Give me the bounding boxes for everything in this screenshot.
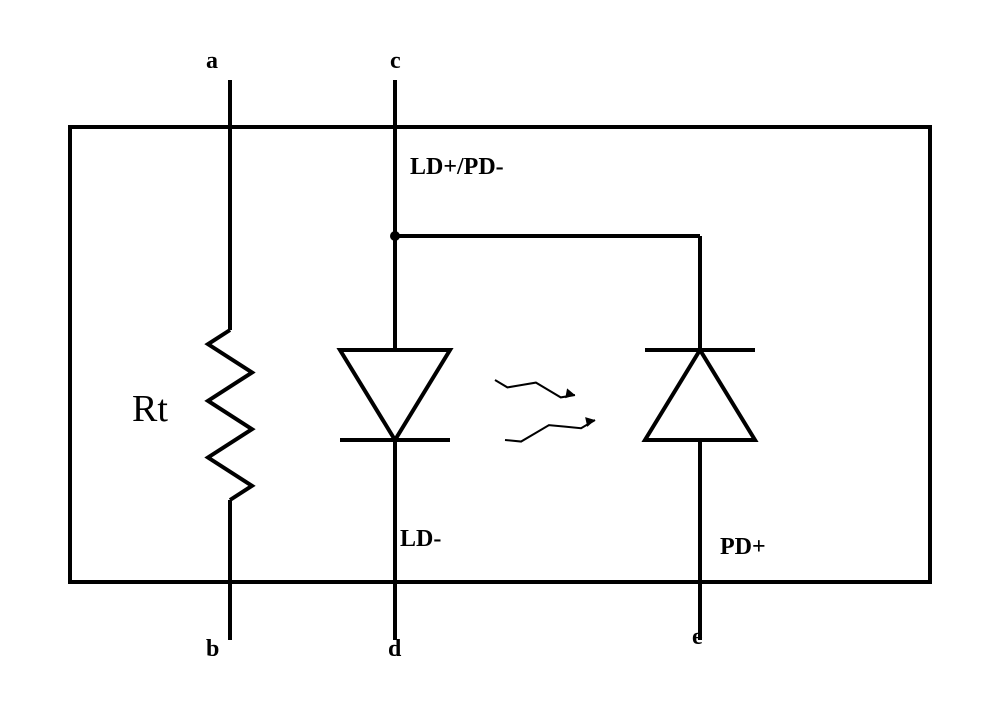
pd-plus-label: PD+ <box>720 534 766 561</box>
ld-minus-label: LD- <box>400 526 441 553</box>
circuit-diagram <box>0 0 1000 708</box>
light-arrow-2-icon <box>505 420 595 442</box>
enclosure-box <box>70 127 930 582</box>
terminal-c-label: c <box>390 48 401 75</box>
ld-plus-pd-minus-label: LD+/PD- <box>410 154 504 181</box>
photodiode-icon <box>645 350 755 440</box>
laser-diode-icon <box>340 350 450 440</box>
terminal-d-label: d <box>388 636 401 663</box>
thermistor-label: Rt <box>132 387 168 431</box>
terminal-b-label: b <box>206 636 219 663</box>
terminal-e-label: e <box>692 624 703 651</box>
terminal-a-label: a <box>206 48 218 75</box>
thermistor-icon <box>208 330 252 500</box>
light-arrow-1-icon <box>495 380 575 397</box>
